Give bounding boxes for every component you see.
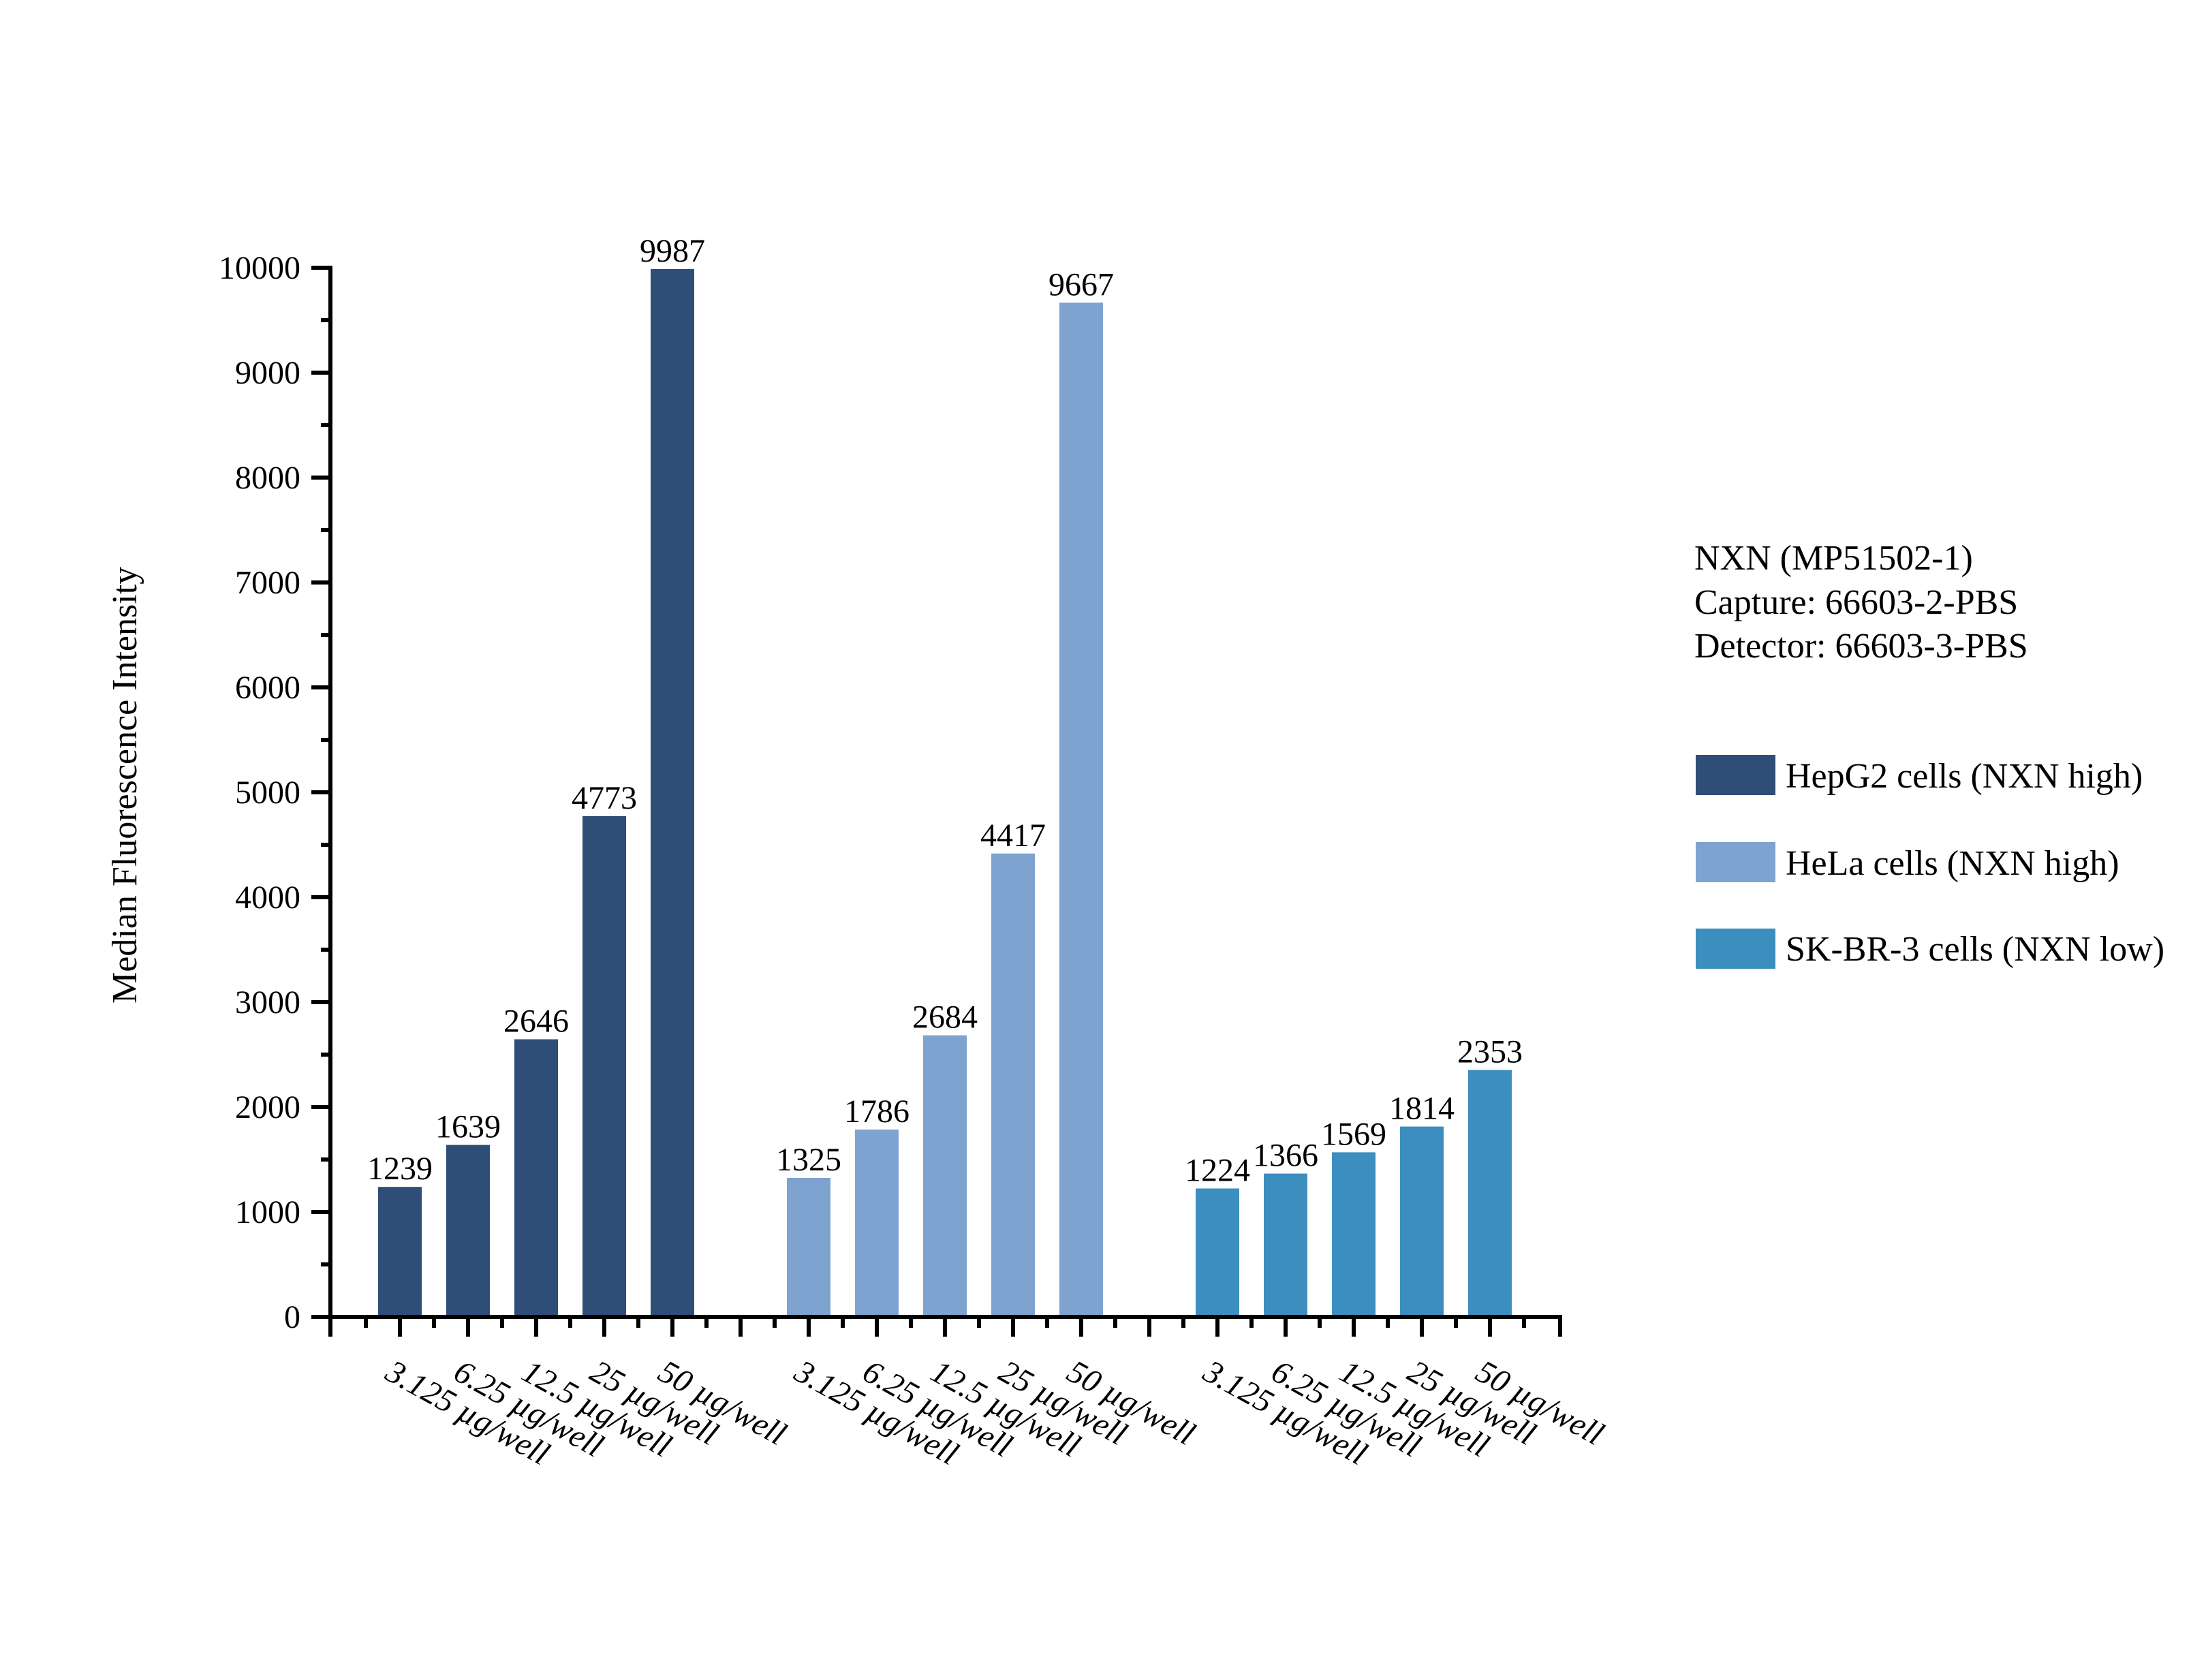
svg-text:9667: 9667 — [1048, 266, 1114, 302]
svg-text:Median Fluorescence Intensity: Median Fluorescence Intensity — [106, 567, 144, 1004]
svg-text:Capture: 66603-2-PBS: Capture: 66603-2-PBS — [1694, 583, 2018, 622]
svg-text:3000: 3000 — [235, 984, 300, 1021]
svg-text:Detector: 66603-3-PBS: Detector: 66603-3-PBS — [1694, 627, 2028, 666]
svg-text:1786: 1786 — [844, 1093, 910, 1130]
svg-text:1239: 1239 — [367, 1151, 433, 1187]
svg-text:HeLa cells (NXN high): HeLa cells (NXN high) — [1786, 844, 2119, 883]
svg-text:1569: 1569 — [1321, 1116, 1386, 1152]
svg-text:10000: 10000 — [219, 250, 300, 286]
svg-text:9987: 9987 — [640, 233, 705, 269]
svg-text:HepG2 cells (NXN high): HepG2 cells (NXN high) — [1786, 757, 2143, 796]
svg-text:8000: 8000 — [235, 460, 300, 496]
svg-text:1366: 1366 — [1253, 1138, 1318, 1174]
svg-text:9000: 9000 — [235, 355, 300, 391]
svg-text:1639: 1639 — [435, 1109, 501, 1145]
svg-text:NXN (MP51502-1): NXN (MP51502-1) — [1694, 539, 1973, 578]
svg-text:1814: 1814 — [1389, 1091, 1455, 1127]
svg-text:1325: 1325 — [776, 1142, 841, 1178]
svg-text:5000: 5000 — [235, 775, 300, 811]
svg-text:4000: 4000 — [235, 880, 300, 916]
svg-text:6000: 6000 — [235, 670, 300, 706]
svg-text:2684: 2684 — [912, 999, 978, 1036]
svg-text:SK-BR-3 cells (NXN low): SK-BR-3 cells (NXN low) — [1786, 930, 2164, 969]
svg-text:2353: 2353 — [1457, 1034, 1523, 1070]
svg-text:0: 0 — [284, 1299, 300, 1335]
svg-text:1224: 1224 — [1185, 1153, 1250, 1189]
svg-text:2000: 2000 — [235, 1089, 300, 1125]
svg-text:2646: 2646 — [503, 1004, 569, 1040]
svg-text:1000: 1000 — [235, 1194, 300, 1230]
svg-text:4773: 4773 — [572, 780, 637, 816]
svg-text:4417: 4417 — [980, 818, 1046, 854]
svg-text:7000: 7000 — [235, 565, 300, 601]
